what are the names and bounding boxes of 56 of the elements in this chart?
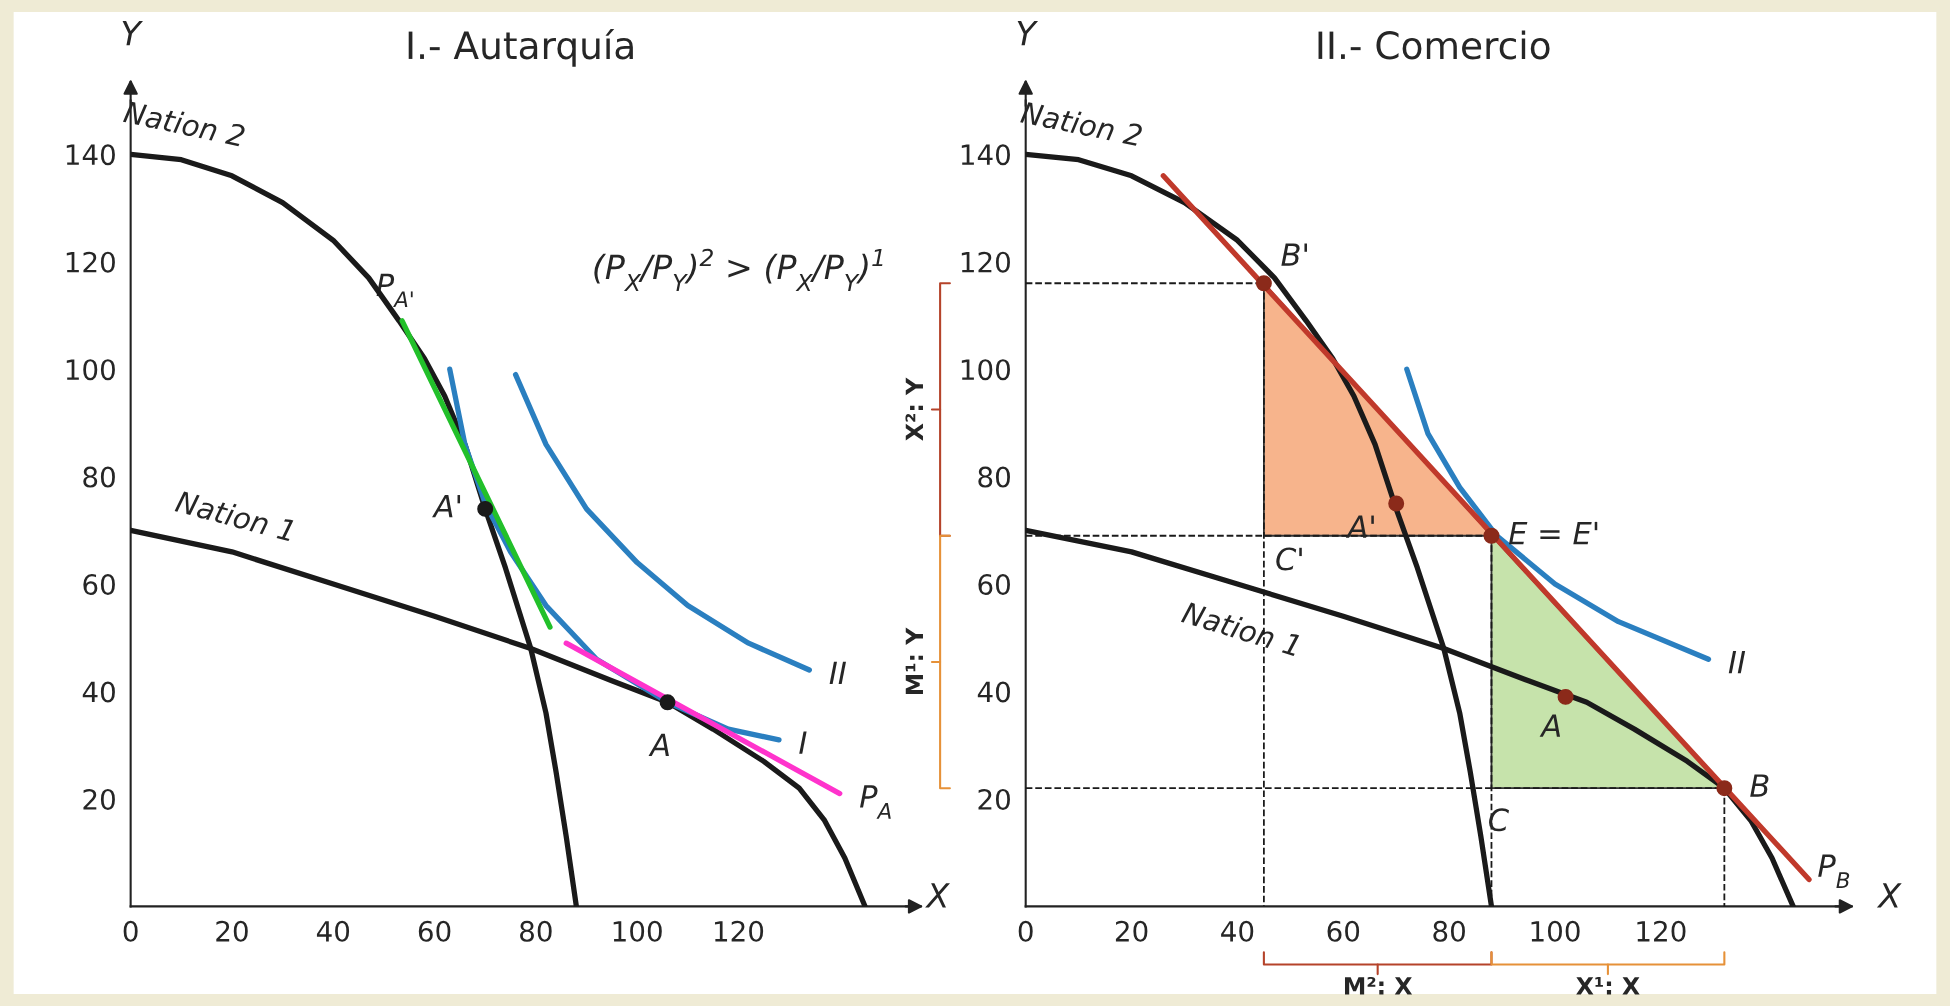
series-label: PB: [1818, 854, 1850, 888]
x-tick-label: 0: [1018, 920, 1033, 942]
legend-label: Nation 2: [1020, 100, 1143, 147]
y-tick-label: 60: [83, 574, 115, 596]
text: Nation 1: [174, 489, 295, 542]
x-tick-label: 20: [216, 920, 248, 942]
annotation: C': [1276, 547, 1302, 571]
y-tick-label: 60: [978, 574, 1010, 596]
series-label: II: [829, 661, 846, 685]
chart-title: II.- Comercio: [1318, 30, 1550, 60]
y-tick-label: 20: [978, 788, 1010, 810]
y-tick-label: 120: [66, 251, 115, 273]
annotation: E = E': [1508, 521, 1598, 545]
x-tick-label: 120: [1637, 920, 1686, 942]
series-label: I: [799, 731, 807, 754]
x-tick-label: 0: [123, 920, 138, 942]
text: X¹: X: [1576, 977, 1640, 995]
y-tick-label: 100: [66, 359, 115, 381]
annotation: B': [1281, 243, 1307, 266]
y-tick-label: 120: [961, 251, 1010, 273]
y-tick-label: 80: [978, 466, 1010, 488]
annotation: B: [1750, 774, 1769, 797]
y-tick-label: 140: [66, 144, 115, 166]
chart-title: I.- Autarquía: [408, 28, 633, 67]
annotation: A': [432, 495, 461, 518]
annotation: X²: Y: [905, 377, 923, 441]
y-axis-title: Y: [1017, 21, 1039, 46]
x-axis-title: X: [1876, 883, 1902, 908]
annotation: A: [1539, 714, 1561, 737]
annotation: A': [1345, 515, 1374, 538]
y-tick-label: 40: [977, 681, 1010, 703]
series-label: PA: [860, 785, 891, 819]
x-tick-label: 40: [1221, 920, 1254, 942]
y-tick-label: 80: [83, 466, 115, 488]
y-tick-label: 20: [83, 788, 115, 810]
text: Nation 1: [1180, 600, 1301, 657]
x-tick-label: 60: [1327, 920, 1360, 942]
series-label: II: [1728, 651, 1746, 674]
annotation: M¹: Y: [905, 627, 923, 695]
x-tick-label: 120: [714, 920, 764, 942]
legend-label: Nation 2: [122, 100, 246, 148]
x-tick-label: 80: [1433, 920, 1465, 942]
y-tick-label: 140: [961, 144, 1010, 166]
x-axis-title: X: [925, 883, 950, 908]
x-tick-label: 100: [613, 920, 662, 942]
y-axis-title: Y: [122, 21, 143, 46]
x-tick-label: 40: [316, 920, 350, 942]
x-tick-label: 60: [418, 920, 451, 942]
text: M²: X: [1344, 976, 1413, 995]
annotation: C: [1489, 808, 1509, 832]
x-tick-label: 20: [1115, 920, 1148, 942]
x-tick-label: 100: [1531, 920, 1580, 942]
y-tick-label: 100: [961, 359, 1010, 381]
y-tick-label: 40: [82, 681, 115, 703]
annotation: A: [648, 733, 669, 757]
x-tick-label: 80: [520, 920, 552, 942]
